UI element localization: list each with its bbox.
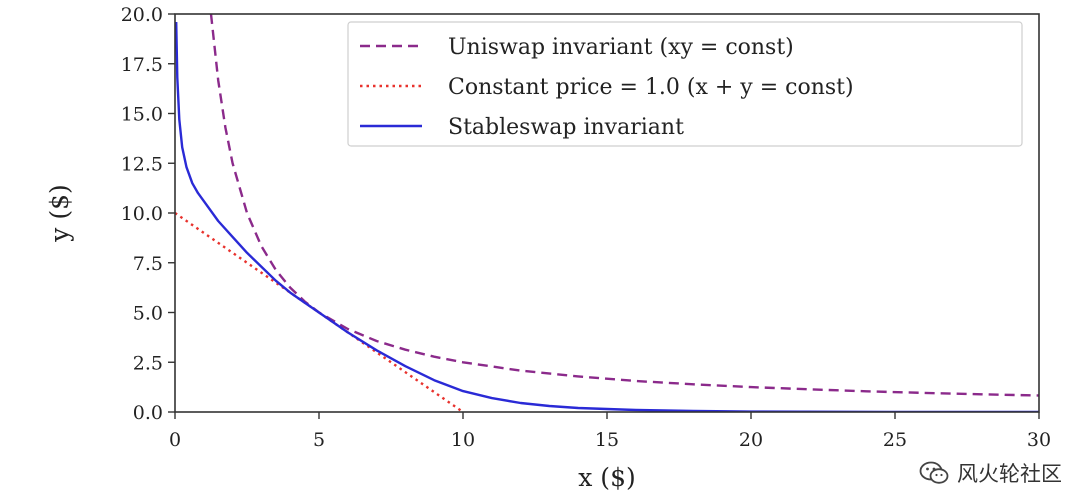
legend-label-constant-price: Constant price = 1.0 (x + y = const) — [448, 75, 854, 100]
x-axis-ticks: 0 5 10 15 20 25 30 — [169, 412, 1051, 451]
series-line-uniswap — [209, 14, 1039, 397]
y-axis-label: y ($) — [45, 184, 74, 242]
series-line-stableswap — [175, 21, 1039, 412]
y-tick-label: 12.5 — [121, 153, 163, 175]
y-tick-label: 0.0 — [133, 402, 163, 424]
x-tick-label: 10 — [451, 429, 475, 451]
y-tick-label: 5.0 — [133, 303, 163, 325]
x-tick-label: 15 — [595, 429, 619, 451]
x-tick-label: 25 — [883, 429, 907, 451]
y-tick-label: 7.5 — [133, 253, 163, 275]
y-tick-label: 15.0 — [121, 104, 163, 126]
x-tick-label: 0 — [169, 429, 181, 451]
y-tick-label: 20.0 — [121, 4, 163, 26]
y-axis-ticks: 0.0 2.5 5.0 7.5 10.0 12.5 15.0 17.5 20.0 — [121, 4, 175, 424]
y-tick-label: 10.0 — [121, 203, 163, 225]
x-tick-label: 5 — [313, 429, 325, 451]
wechat-icon — [919, 461, 949, 484]
legend-frame — [347, 21, 1023, 147]
legend: Uniswap invariant (xy = const) Constant … — [347, 21, 1023, 147]
x-tick-label: 20 — [739, 429, 763, 451]
x-axis-label: x ($) — [578, 463, 635, 492]
series-layer — [175, 14, 1039, 412]
legend-label-stableswap: Stableswap invariant — [448, 115, 684, 140]
watermark: 风火轮社区 — [919, 456, 1062, 490]
legend-label-uniswap: Uniswap invariant (xy = const) — [448, 35, 794, 60]
watermark-text: 风火轮社区 — [957, 462, 1062, 486]
x-tick-label: 30 — [1027, 429, 1051, 451]
y-tick-label: 17.5 — [121, 54, 163, 76]
y-tick-label: 2.5 — [133, 352, 163, 374]
